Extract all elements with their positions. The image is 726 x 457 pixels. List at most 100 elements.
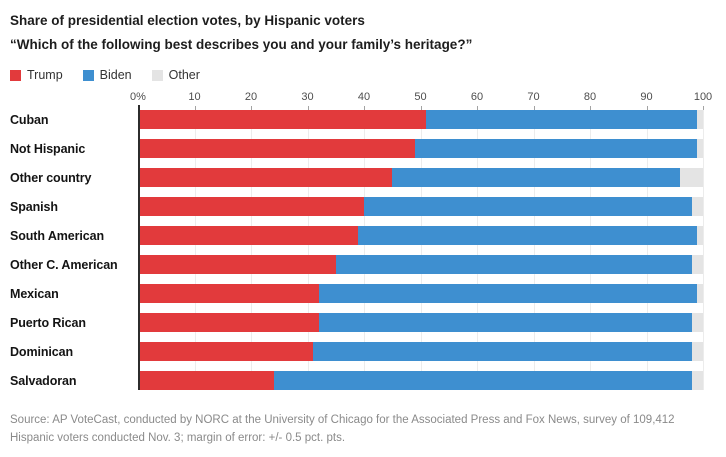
bar-segment-other bbox=[691, 371, 703, 391]
x-axis-tick-mark bbox=[703, 106, 704, 111]
bar-track bbox=[138, 371, 703, 391]
x-axis-tick-mark bbox=[251, 106, 252, 111]
bar-segment-biden bbox=[318, 284, 698, 304]
legend-item-trump: Trump bbox=[10, 68, 63, 82]
x-axis-tick-label: 0% bbox=[130, 91, 146, 104]
x-axis-tick-label: 20 bbox=[244, 91, 258, 104]
category-label: Other C. American bbox=[10, 257, 118, 272]
bar-segment-biden bbox=[335, 255, 692, 275]
x-axis-tick-mark bbox=[590, 106, 591, 111]
bar-segment-trump bbox=[138, 139, 415, 159]
category-label: Mexican bbox=[10, 286, 59, 301]
category-label: South American bbox=[10, 228, 104, 243]
x-axis-tick-mark bbox=[646, 106, 648, 111]
bar-track bbox=[138, 313, 703, 333]
bar-segment-biden bbox=[313, 342, 692, 362]
legend-swatch-trump bbox=[10, 69, 21, 81]
gridline bbox=[194, 110, 196, 391]
bar-segment-biden bbox=[414, 139, 698, 159]
bar-segment-trump bbox=[138, 371, 274, 391]
chart-subtitle: “Which of the following best describes y… bbox=[10, 37, 473, 53]
category-label: Salvadoran bbox=[10, 373, 77, 388]
gridlines bbox=[138, 110, 704, 391]
bar-segment-trump bbox=[138, 313, 319, 333]
bar-segment-trump bbox=[138, 110, 427, 130]
gridline bbox=[533, 110, 535, 391]
bar-row: Other country bbox=[10, 168, 716, 188]
plot-area: Cuban Not Hispanic Other country Spanish Sou… bbox=[10, 105, 716, 391]
x-axis-tick-mark bbox=[194, 106, 196, 111]
category-label: Not Hispanic bbox=[10, 141, 86, 156]
bar-segment-trump bbox=[138, 284, 319, 304]
bar-row: Dominican bbox=[10, 342, 716, 362]
category-label: Spanish bbox=[10, 199, 58, 214]
axis-zero-line bbox=[138, 105, 140, 391]
gridline bbox=[646, 110, 648, 391]
bar-segment-biden bbox=[364, 197, 692, 217]
category-label: Puerto Rican bbox=[10, 315, 86, 330]
bar-segment-other bbox=[680, 168, 703, 188]
category-label: Cuban bbox=[10, 112, 49, 127]
x-axis-tick-mark bbox=[533, 106, 535, 111]
gridline bbox=[477, 110, 478, 391]
x-axis-tick-label: 50 bbox=[414, 91, 427, 104]
x-axis-tick-label: 10 bbox=[188, 91, 201, 104]
bar-track bbox=[138, 168, 703, 188]
legend: Trump Biden Other bbox=[10, 67, 716, 83]
bar-track bbox=[138, 284, 703, 304]
x-axis-tick-label: 70 bbox=[527, 91, 540, 104]
bar-segment-other bbox=[691, 342, 703, 362]
bar-segment-other bbox=[691, 255, 703, 275]
bar-track bbox=[138, 255, 703, 275]
bar-segment-trump bbox=[138, 226, 359, 246]
bar-track bbox=[138, 110, 703, 130]
chart-title: Share of presidential election votes, by… bbox=[10, 13, 365, 28]
category-label: Other country bbox=[10, 170, 92, 185]
bar-segment-trump bbox=[138, 197, 364, 217]
x-axis-tick-mark bbox=[307, 106, 309, 111]
x-axis-tick-mark bbox=[420, 106, 422, 111]
x-axis-tick-label: 30 bbox=[301, 91, 314, 104]
bar-track bbox=[138, 197, 703, 217]
bar-row: South American bbox=[10, 226, 716, 246]
bar-segment-trump bbox=[138, 255, 336, 275]
legend-swatch-other bbox=[151, 69, 163, 81]
bar-segment-trump bbox=[138, 168, 393, 188]
gridline bbox=[703, 110, 704, 391]
bar-segment-biden bbox=[426, 110, 698, 130]
legend-label: Other bbox=[168, 68, 200, 83]
gridline bbox=[590, 110, 591, 391]
x-axis-tick-label: 60 bbox=[470, 91, 484, 104]
bar-segment-biden bbox=[318, 313, 692, 333]
bar-row: Spanish bbox=[10, 197, 716, 217]
bar-segment-other bbox=[691, 313, 703, 333]
bar-row: Mexican bbox=[10, 284, 716, 304]
legend-label: Biden bbox=[99, 68, 132, 83]
bar-segment-biden bbox=[392, 168, 681, 188]
legend-item-biden: Biden bbox=[82, 68, 132, 83]
bar-rows: Cuban Not Hispanic Other country Spanish Sou… bbox=[10, 110, 716, 391]
legend-label: Trump bbox=[27, 68, 63, 83]
bar-row: Other C. American bbox=[10, 255, 716, 275]
x-axis-tick-mark bbox=[364, 106, 365, 111]
bar-segment-other bbox=[691, 197, 703, 217]
legend-swatch-biden bbox=[82, 69, 94, 81]
bar-segment-trump bbox=[138, 342, 314, 362]
legend-item-other: Other bbox=[151, 68, 200, 83]
bar-row: Puerto Rican bbox=[10, 313, 716, 333]
bar-segment-biden bbox=[273, 371, 692, 391]
x-axis-tick-label: 90 bbox=[640, 91, 653, 104]
bar-track bbox=[138, 226, 703, 246]
x-axis-tick-label: 40 bbox=[357, 91, 371, 104]
category-label: Dominican bbox=[10, 344, 73, 359]
x-axis-tick-mark bbox=[477, 106, 478, 111]
bar-segment-other bbox=[697, 110, 703, 130]
gridline bbox=[420, 110, 422, 391]
bar-track bbox=[138, 342, 703, 362]
gridline bbox=[251, 110, 252, 391]
bar-row: Salvadoran bbox=[10, 371, 716, 391]
source-note: Source: AP VoteCast, conducted by NORC a… bbox=[10, 414, 675, 445]
bar-segment-other bbox=[697, 139, 703, 159]
x-axis-tick-label: 80 bbox=[583, 91, 597, 104]
